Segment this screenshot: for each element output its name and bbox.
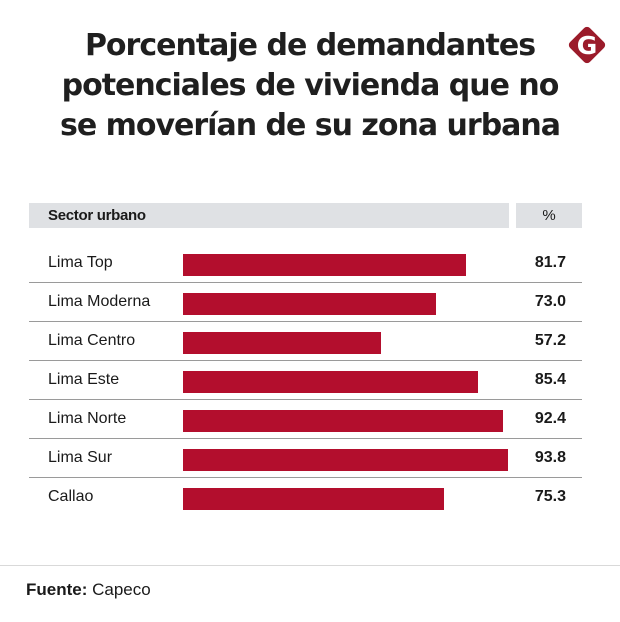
header-sector-label: Sector urbano [48,207,146,224]
category-label: Lima Sur [48,449,113,466]
category-label: Lima Este [48,371,120,388]
header-sector: Sector urbano [29,203,509,228]
bar [183,410,503,432]
table-row: Lima Centro 57.2 [29,322,582,361]
gestion-logo-icon: G [568,26,606,64]
title-line-3: se moverían de su zona urbana [59,108,561,143]
source-value: Capeco [92,580,151,599]
table-row: Lima Este 85.4 [29,361,582,400]
row-divider [29,282,582,283]
title-line-2: potenciales de vivienda que no [61,68,560,103]
category-label: Lima Moderna [48,293,151,310]
category-label: Lima Top [48,254,113,271]
row-divider [29,321,582,322]
table-row: Lima Top 81.7 [29,244,582,283]
value-label: 85.4 [534,371,566,388]
table-row: Lima Sur 93.8 [29,439,582,478]
chart-title: Porcentaje de demandantes potenciales de… [0,26,620,146]
bar [183,371,479,393]
source-label: Fuente: [26,580,88,599]
value-label: 57.2 [534,332,566,349]
bar [183,449,508,471]
row-divider [29,360,582,361]
footer-divider [0,565,620,566]
value-label: 81.7 [534,254,566,271]
header-percent: % [516,203,582,228]
header-percent-label: % [542,207,556,224]
bar [183,254,466,276]
row-divider [29,438,582,439]
value-label: 75.3 [534,488,566,505]
row-divider [29,399,582,400]
category-label: Lima Norte [48,410,127,427]
value-label: 93.8 [534,449,566,466]
table-row: Lima Norte 92.4 [29,400,582,439]
value-label: 73.0 [534,293,566,310]
row-divider [29,477,582,478]
bar [183,488,444,510]
table-row: Lima Moderna 73.0 [29,283,582,322]
category-label: Callao [48,488,94,505]
category-label: Lima Centro [48,332,136,349]
table-row: Callao 75.3 [29,478,582,517]
value-label: 92.4 [534,410,566,427]
bar [183,332,381,354]
bar [183,293,436,315]
source-note: Fuente: Capeco [26,580,151,600]
logo-letter: G [577,31,598,60]
title-line-1: Porcentaje de demandantes [84,28,536,63]
